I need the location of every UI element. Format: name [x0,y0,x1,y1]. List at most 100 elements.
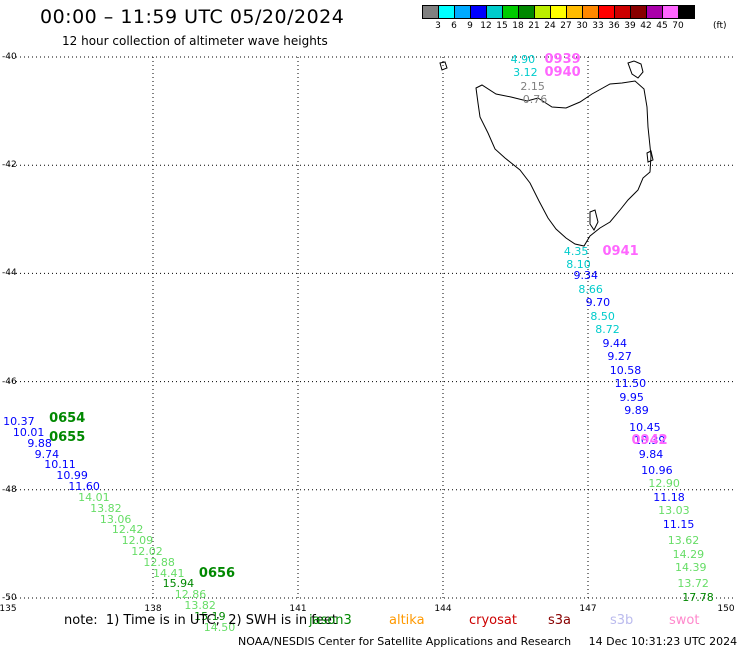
lat-label: -50 [2,593,17,603]
lon-label: 138 [144,604,162,614]
wave-height-value: 0.76 [522,93,548,107]
wave-height-value: 12.88 [143,555,175,569]
page-title: 00:00 – 11:59 UTC 05/20/2024 [40,6,345,28]
lon-label: 135 [0,604,17,614]
wave-height-value: 12.42 [111,523,144,537]
wave-height-value: 9.89 [624,404,649,418]
wave-height-value: 13.82 [184,599,216,613]
wave-height-value: 10.45 [629,420,661,434]
wave-height-value: 10.96 [641,463,673,477]
wave-height-value: 10.58 [609,363,642,377]
pass-time-label: 0940 [544,65,581,81]
lat-label: -48 [2,484,17,495]
pass-time-label: 0942 [631,433,668,449]
credit-line: NOAA/NESDIS Center for Satellite Applica… [238,635,738,648]
wave-height-value: 9.27 [607,350,632,364]
satellite-name: jason3 [309,613,352,628]
wave-height-value: 11.50 [614,377,647,391]
wave-height-value: 2.15 [520,79,545,93]
page-subtitle: 12 hour collection of altimeter wave hei… [62,34,328,48]
wave-height-value: 13.62 [667,534,700,548]
wave-height-value: 9.88 [27,436,52,450]
legend-label: 21 [528,21,540,31]
wave-height-value: 11.18 [653,490,685,504]
legend-label: 36 [608,21,620,31]
flinders-island [627,60,644,79]
legend-label: 30 [576,21,588,31]
wave-height-value: 15.19 [194,609,226,623]
wave-height-value: 11.15 [662,517,695,531]
wave-height-value: 15.94 [162,577,195,591]
legend-label: 18 [512,21,524,31]
wave-height-value: 10.37 [3,415,35,429]
wave-height-value: 10.39 [633,434,666,448]
wave-height-value: 14.41 [153,566,185,580]
pass-time-label: 0656 [198,565,236,581]
wave-height-value: 17.78 [682,591,714,604]
legend-label: 15 [496,21,508,31]
legend-label: 6 [451,21,457,31]
wave-height-value: 12.90 [648,477,680,491]
wave-height-value: 4.35 [563,244,589,258]
wave-height-value: 13.72 [677,577,709,591]
lat-label: -44 [2,268,17,279]
legend-label: 9 [467,21,473,31]
wave-height-value: 10.11 [44,458,76,472]
bruny-island [589,209,599,231]
wave-height-value: 10.01 [12,425,45,439]
king-island [439,61,448,71]
wave-height-value: 13.06 [99,512,132,526]
wave-height-value: 14.50 [203,620,236,634]
lat-label: -46 [2,376,17,387]
lon-label: 141 [289,604,307,614]
wave-height-value: 10.99 [56,469,88,483]
wave-height-value: 13.82 [90,501,122,515]
wave-height-value: 9.44 [602,336,628,350]
legend-label: 24 [544,21,556,31]
satellite-name: swot [669,613,700,628]
wave-height-value: 12.09 [121,534,154,548]
wave-height-value: 8.10 [566,258,591,272]
lon-label: 150 [717,604,735,614]
legend-unit: (ft) [713,21,727,31]
footer-note: note: 1) Time is in UTC; 2) SWH is in fe… [64,613,337,628]
legend-label: 12 [480,21,492,31]
wave-height-value: 8.66 [578,282,603,296]
wave-height-value: 8.50 [590,309,615,323]
pass-time-label: 0941 [602,243,639,259]
wave-height-value: 8.72 [595,323,620,337]
wave-height-value: 12.86 [174,588,207,602]
legend-label: 3 [435,21,441,31]
legend-swatch [678,5,695,19]
legend-label: 33 [592,21,604,31]
pass-time-label: 0655 [49,430,86,446]
legend-label: 39 [624,21,636,31]
wave-height-value: 9.95 [619,390,644,404]
wave-height-value: 9.34 [573,269,599,283]
wave-height-value: 9.70 [585,296,611,310]
lat-label: -40 [2,52,17,62]
satellite-name: cryosat [469,613,517,628]
color-legend: 3 6 9 12 15 18 21 24 27 30 33 36 39 42 45 70 [422,5,695,33]
legend-swatches [422,5,695,19]
legend-label: 45 [656,21,668,31]
legend-labels: 3 6 9 12 15 18 21 24 27 30 33 36 39 42 45 70 [422,19,694,33]
pass-time-label: 0654 [49,411,86,427]
satellite-name: s3b [610,613,634,628]
lat-label: -42 [2,160,17,171]
wave-height-value: 12.02 [131,545,163,558]
tasmania-coastline [439,60,654,247]
wave-height-value: 11.60 [68,480,100,494]
wave-height-value: 9.84 [638,447,664,461]
lon-label: 144 [434,604,452,614]
lat-lon-grid [8,56,733,599]
legend-label: 27 [560,21,572,31]
legend-label: 70 [672,21,684,31]
wave-height-value: 14.01 [78,490,110,504]
wave-height-value: 13.03 [658,504,690,518]
satellite-name: s3a [548,613,572,628]
wave-height-value: 4.90 [510,52,536,66]
maria-island [646,150,654,163]
wave-height-value: 14.39 [675,561,707,575]
